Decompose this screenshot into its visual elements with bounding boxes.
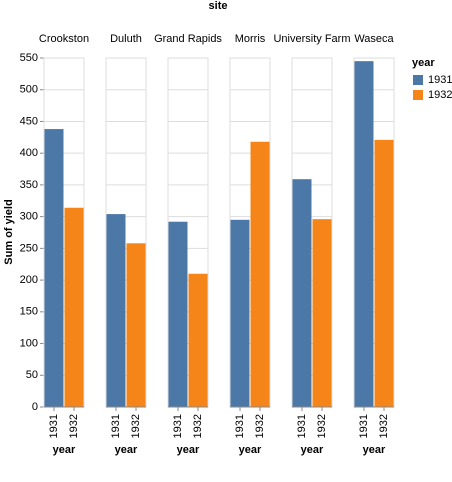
- x-tick-label: 1932: [316, 414, 328, 438]
- x-axis-title: year: [177, 444, 200, 456]
- x-axis-title: year: [53, 444, 76, 456]
- y-tick-label: 200: [20, 274, 38, 286]
- bar: [44, 129, 64, 407]
- y-tick-label: 150: [20, 306, 38, 318]
- x-tick-label: 1932: [192, 414, 204, 438]
- x-axis-title: year: [301, 444, 324, 456]
- x-axis-title: year: [115, 444, 138, 456]
- facet-header: Waseca: [354, 33, 394, 45]
- bar: [312, 219, 332, 407]
- x-tick-label: 1931: [110, 414, 122, 438]
- y-tick-label: 400: [20, 147, 38, 159]
- legend-label: 1932: [428, 89, 452, 101]
- bar: [250, 141, 270, 407]
- y-axis-title: Sum of yield: [3, 199, 15, 264]
- x-tick-label: 1931: [48, 414, 60, 438]
- legend-swatch: [413, 90, 423, 100]
- y-tick-label: 450: [20, 115, 38, 127]
- x-tick-label: 1932: [68, 414, 80, 438]
- y-tick-label: 550: [20, 52, 38, 64]
- bar: [230, 219, 250, 407]
- x-tick-label: 1932: [254, 414, 266, 438]
- y-tick-label: 500: [20, 84, 38, 96]
- facet-header: Grand Rapids: [154, 33, 222, 45]
- facet-header: Crookston: [39, 33, 89, 45]
- facet-header: Duluth: [110, 33, 142, 45]
- y-tick-label: 100: [20, 337, 38, 349]
- legend-title: year: [412, 57, 435, 69]
- bar: [106, 214, 126, 407]
- y-tick-label: 250: [20, 242, 38, 254]
- x-tick-label: 1932: [130, 414, 142, 438]
- x-tick-label: 1932: [378, 414, 390, 438]
- x-axis-title: year: [239, 444, 262, 456]
- bar: [374, 139, 394, 407]
- legend-swatch: [413, 75, 423, 85]
- x-axis-title: year: [363, 444, 386, 456]
- y-tick-label: 350: [20, 179, 38, 191]
- chart-title: site: [209, 0, 228, 12]
- bar: [64, 207, 84, 407]
- bar: [188, 273, 208, 407]
- y-tick-label: 300: [20, 211, 38, 223]
- bar: [126, 243, 146, 407]
- facet-header: University Farm: [273, 33, 350, 45]
- legend-label: 1931: [428, 74, 452, 86]
- x-tick-label: 1931: [234, 414, 246, 438]
- y-tick-label: 50: [26, 369, 38, 381]
- bar: [292, 179, 312, 407]
- bar: [354, 61, 374, 407]
- facet-header: Morris: [235, 33, 266, 45]
- x-tick-label: 1931: [296, 414, 308, 438]
- x-tick-label: 1931: [358, 414, 370, 438]
- x-tick-label: 1931: [172, 414, 184, 438]
- bar: [168, 221, 188, 407]
- y-tick-label: 0: [32, 401, 38, 413]
